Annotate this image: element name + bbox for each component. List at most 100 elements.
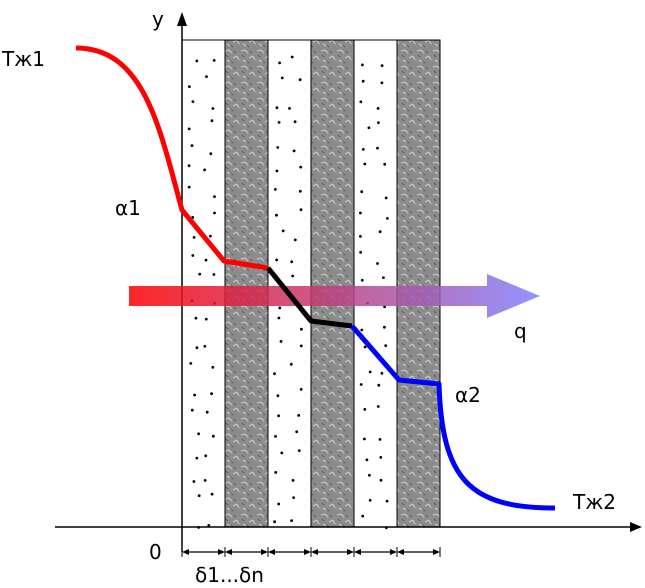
dimension-arrowhead-icon	[354, 549, 361, 555]
layer-dot	[385, 499, 389, 503]
layer-dot	[299, 344, 303, 348]
layer-dot	[360, 190, 364, 194]
layer-dot	[209, 152, 213, 156]
layer-dot	[384, 196, 388, 200]
layer-dot	[204, 258, 208, 262]
heat-flux-arrow	[129, 274, 540, 318]
layer-dot	[273, 520, 276, 524]
y-axis-arrowhead-icon	[177, 12, 187, 26]
layer-dot	[376, 146, 379, 150]
layer-dot	[195, 346, 199, 350]
layer-dot	[190, 144, 194, 148]
layer-dot	[274, 471, 278, 474]
layer-dot	[203, 479, 207, 482]
layer-dot	[384, 344, 388, 347]
wall-layer-textured	[224, 39, 269, 528]
layer-dot	[275, 106, 279, 110]
layer-dot	[277, 414, 280, 418]
layer-dot	[376, 107, 380, 110]
layer-dot	[379, 456, 383, 459]
layer-dot	[212, 273, 216, 276]
layer-dot	[207, 524, 211, 527]
layer-dot	[291, 274, 295, 278]
layer-dot	[198, 272, 202, 276]
layer-dot	[280, 451, 284, 455]
layer-dot	[192, 480, 196, 483]
layer-dot	[299, 165, 303, 169]
layer-dot	[278, 61, 281, 65]
layer-dot	[189, 362, 193, 365]
layer-dot	[359, 235, 362, 238]
flux-label: q	[514, 319, 527, 343]
layer-dot	[298, 189, 302, 193]
layer-dot	[195, 59, 199, 63]
layer-dot	[295, 430, 299, 434]
layer-dot	[299, 388, 303, 391]
layer-dot	[211, 107, 215, 110]
layer-dot	[275, 169, 279, 173]
layer-dot	[187, 185, 191, 189]
layer-dot	[377, 121, 380, 124]
layer-dot	[290, 519, 293, 522]
wall-layer-textured	[396, 39, 441, 528]
layer-dot	[209, 234, 212, 238]
layer-dot	[193, 393, 197, 397]
layer-dot	[210, 392, 214, 396]
wall-layer-dotted	[267, 39, 312, 528]
layer-dot	[288, 107, 291, 110]
layer-dot	[281, 229, 285, 233]
heat-transfer-coefficient-2-label: α2	[455, 383, 481, 407]
layer-dot	[363, 345, 367, 349]
layer-dot	[191, 216, 195, 219]
layer-dot	[361, 148, 365, 151]
layer-dot	[191, 100, 195, 103]
layer-dot	[204, 317, 208, 321]
layer-dot	[277, 121, 281, 124]
layer-dot	[298, 78, 302, 82]
layer-dot	[276, 394, 280, 398]
layer-dot	[275, 258, 279, 262]
layer-dot	[359, 100, 363, 104]
layer-dot	[300, 327, 303, 331]
layer-dot	[191, 254, 195, 257]
layer-dot	[378, 230, 382, 234]
layer-dot	[359, 251, 362, 254]
origin-label: 0	[149, 540, 162, 564]
layer-dot	[280, 76, 284, 80]
layer-dot	[360, 278, 364, 282]
layer-dot	[363, 408, 367, 411]
wall-layers	[181, 39, 441, 530]
layer-dot	[274, 435, 277, 438]
layer-dot	[299, 208, 303, 212]
layer-dot	[291, 479, 295, 482]
hot-fluid-temperature-curve	[75, 45, 269, 271]
wall-layer-textured	[310, 39, 355, 528]
layer-dot	[378, 438, 382, 441]
layer-thickness-label: δ1...δn	[195, 563, 264, 587]
layer-dot	[290, 55, 294, 59]
dimension-arrowhead-icon	[268, 549, 275, 555]
layer-dot	[376, 262, 379, 265]
layer-dot	[382, 276, 385, 279]
dimension-arrowhead-icon	[397, 549, 404, 555]
layer-dot	[365, 458, 369, 462]
layer-dot	[279, 340, 283, 343]
layer-dot	[361, 79, 365, 83]
layer-dot	[380, 64, 384, 67]
layer-dot	[368, 498, 372, 502]
layer-dot	[360, 328, 364, 332]
layer-dot	[187, 127, 191, 131]
layer-dot	[205, 410, 209, 414]
dimension-arrowhead-icon	[390, 549, 397, 555]
dimension-arrowhead-icon	[433, 549, 440, 555]
layer-dot	[368, 473, 371, 477]
dimension-arrowhead-icon	[218, 549, 225, 555]
layer-dot	[297, 449, 301, 452]
layer-dot	[293, 120, 297, 124]
dimension-arrowhead-icon	[182, 549, 189, 555]
cold-fluid-temperature-label: Тж2	[572, 490, 616, 514]
layer-dot	[273, 372, 276, 376]
layer-dot	[297, 414, 301, 417]
layer-dot	[194, 316, 198, 320]
